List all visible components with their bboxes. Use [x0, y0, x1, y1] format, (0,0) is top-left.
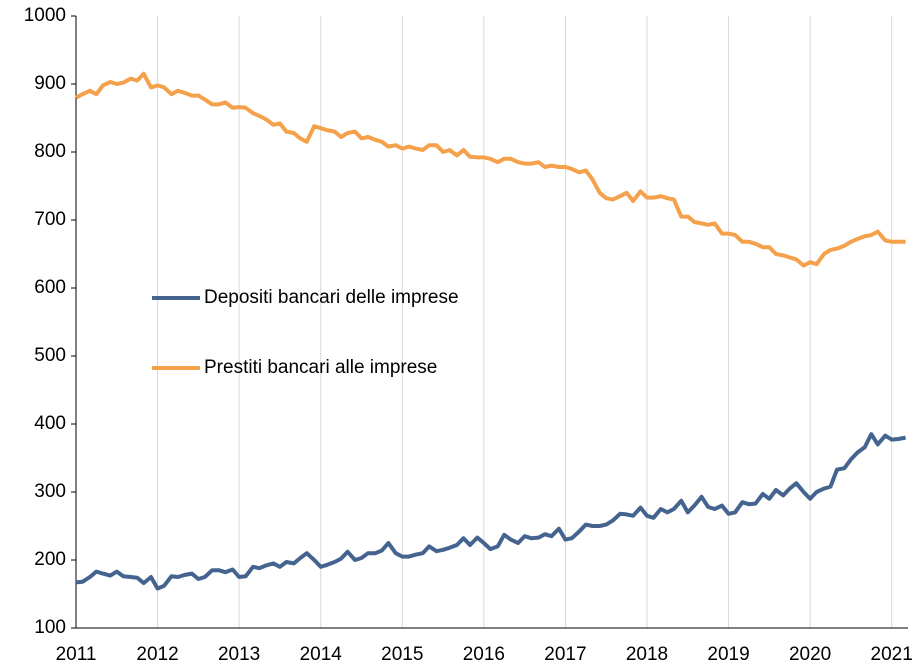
x-tick-label: 2015	[381, 644, 423, 665]
y-tick-label: 600	[34, 277, 66, 298]
data-line	[75, 71, 906, 268]
legend-label: Prestiti bancari alle imprese	[204, 357, 437, 378]
x-tick-label: 2020	[789, 644, 831, 665]
y-tick-label: 300	[34, 481, 66, 502]
x-tick-label: 2021	[871, 644, 913, 665]
data-line	[75, 432, 906, 591]
y-tick-label: 500	[34, 345, 66, 366]
x-tick-label: 2012	[136, 644, 178, 665]
x-tick-label: 2016	[463, 644, 505, 665]
y-tick-label: 400	[34, 413, 66, 434]
y-tick-label: 900	[34, 73, 66, 94]
y-tick-label: 200	[34, 549, 66, 570]
y-tick-label: 800	[34, 141, 66, 162]
x-tick-label: 2019	[707, 644, 749, 665]
y-tick-label: 1000	[24, 5, 66, 26]
legend-label: Depositi bancari delle imprese	[204, 287, 459, 308]
x-tick-label: 2018	[626, 644, 668, 665]
y-tick-label: 700	[34, 209, 66, 230]
x-tick-label: 2014	[300, 644, 343, 665]
y-tick-label: 100	[34, 617, 66, 638]
x-tick-label: 2013	[218, 644, 260, 665]
x-tick-label: 2011	[56, 644, 97, 665]
x-tick-label: 2017	[544, 644, 586, 665]
